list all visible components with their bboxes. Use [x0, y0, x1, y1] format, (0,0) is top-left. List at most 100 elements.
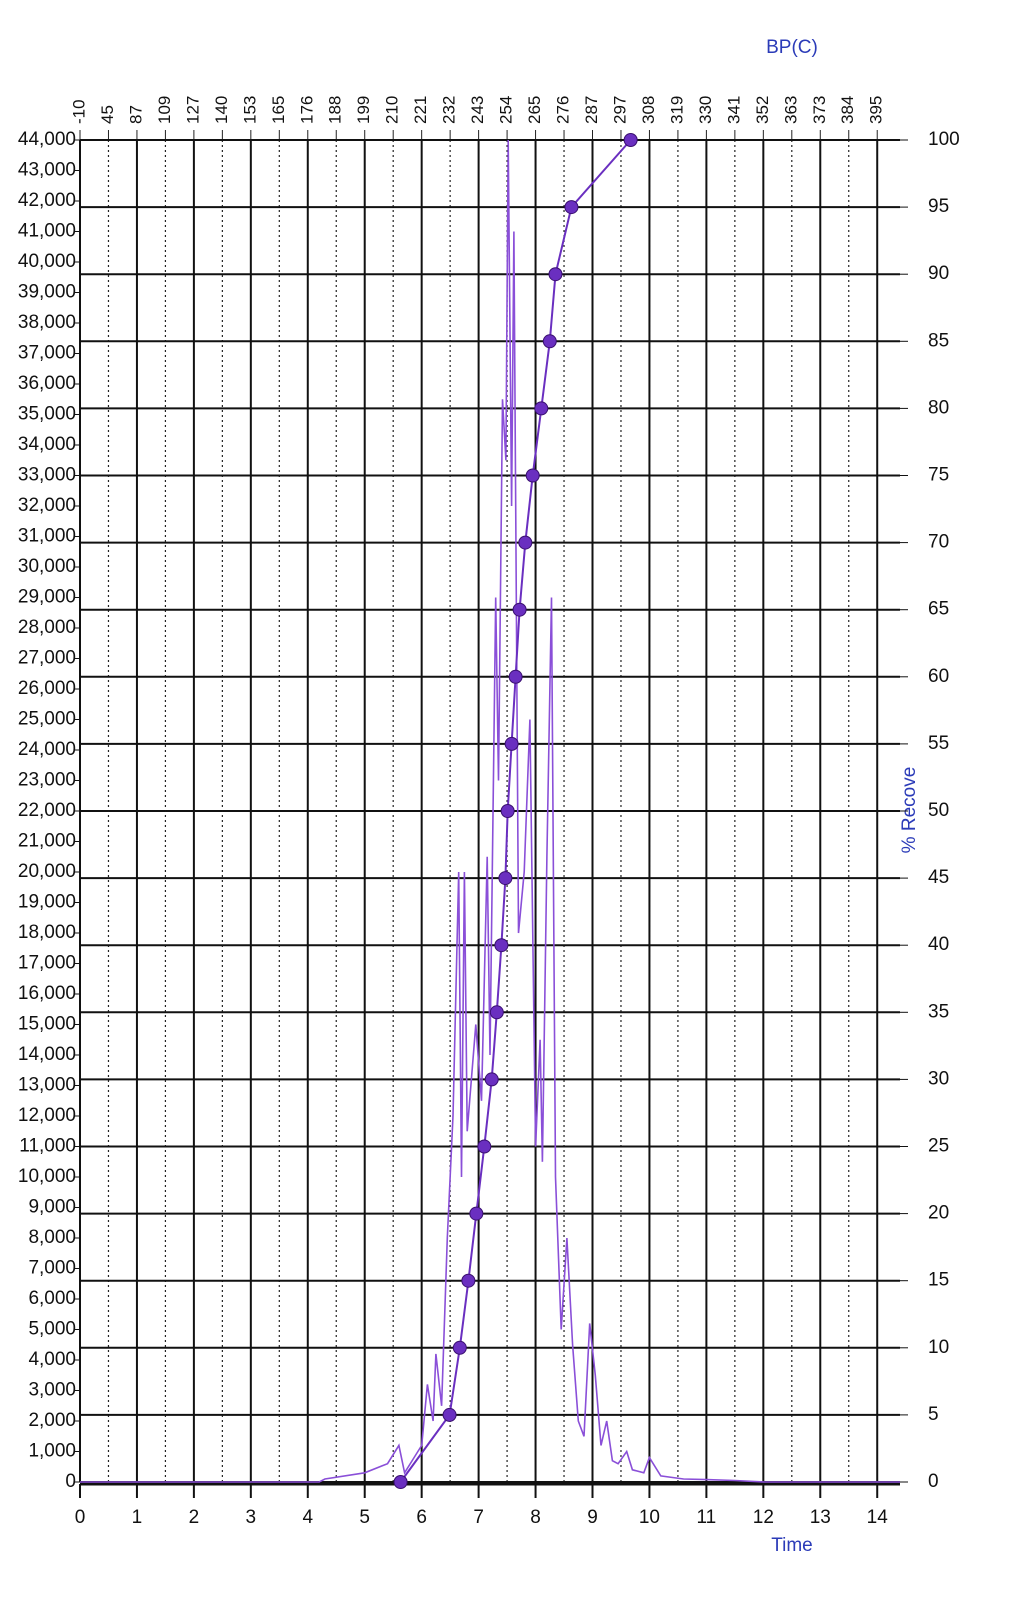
y-tick-label: 5,000 — [28, 1319, 76, 1340]
x2-tick-label: 87 — [126, 105, 145, 124]
y-tick-label: 21,000 — [18, 831, 76, 852]
x-axis-title: Time — [771, 1535, 813, 1556]
data-point — [452, 1340, 467, 1355]
data-point — [489, 1005, 504, 1020]
y-tick-label: 33,000 — [18, 465, 76, 486]
y-tick-label: 16,000 — [18, 983, 76, 1004]
y-tick-label: 43,000 — [18, 160, 76, 181]
x2-tick-label: 109 — [155, 96, 174, 124]
x2-tick-label: 188 — [326, 96, 345, 124]
y-tick-label: 6,000 — [28, 1288, 76, 1309]
y-tick-label: 36,000 — [18, 373, 76, 394]
y-tick-label: 20,000 — [18, 861, 76, 882]
x-tick-label: 2 — [189, 1507, 200, 1528]
y-tick-label: 18,000 — [18, 922, 76, 943]
data-line — [80, 139, 900, 1483]
y-tick-label: 11,000 — [19, 1136, 76, 1157]
x2-tick-label: 308 — [639, 96, 658, 124]
x-tick-label: 5 — [359, 1507, 370, 1528]
y2-tick-label: 15 — [928, 1270, 949, 1291]
x2-tick-label: 330 — [696, 96, 715, 124]
x2-tick-label: 352 — [753, 96, 772, 124]
data-point — [504, 736, 519, 751]
y2-tick-label: 85 — [928, 330, 949, 351]
y2-tick-label: 30 — [928, 1068, 949, 1089]
y-tick-label: 32,000 — [18, 495, 76, 516]
y2-tick-label: 10 — [928, 1337, 949, 1358]
y-tick-label: 22,000 — [18, 800, 76, 821]
y-tick-label: 40,000 — [18, 251, 76, 272]
data-point — [477, 1139, 492, 1154]
x2-tick-label: 232 — [440, 96, 459, 124]
x2-tick-label: 395 — [867, 96, 886, 124]
data-point — [393, 1475, 408, 1489]
data-point — [469, 1206, 484, 1221]
y2-tick-label: 45 — [928, 867, 949, 888]
x2-tick-label: 140 — [212, 96, 231, 124]
y2-tick-label: 50 — [928, 800, 949, 821]
data-point — [461, 1273, 476, 1288]
y2-tick-label: 20 — [928, 1203, 949, 1224]
x-tick-label: 13 — [810, 1507, 831, 1528]
y-tick-label: 8,000 — [28, 1227, 76, 1248]
y-tick-label: 3,000 — [28, 1380, 76, 1401]
x2-tick-label: 153 — [240, 96, 259, 124]
y2-tick-label: 80 — [928, 397, 949, 418]
x-tick-label: 12 — [753, 1507, 774, 1528]
x2-tick-label: 221 — [411, 96, 430, 124]
x2-tick-label: 127 — [183, 96, 202, 124]
y-tick-label: 1,000 — [28, 1441, 76, 1462]
y-tick-label: 7,000 — [28, 1258, 76, 1279]
x2-tick-label: 254 — [497, 96, 516, 124]
data-point — [442, 1407, 457, 1422]
y-tick-label: 17,000 — [18, 953, 76, 974]
x2-tick-label: 341 — [724, 96, 743, 124]
x2-tick-label: 276 — [554, 96, 573, 124]
x-tick-label: 8 — [530, 1507, 541, 1528]
y-tick-label: 2,000 — [28, 1410, 76, 1431]
x-tick-label: 14 — [867, 1507, 889, 1528]
y-tick-label: 4,000 — [28, 1349, 76, 1370]
x2-tick-label: 297 — [610, 96, 629, 124]
x2-axis-title: BP(C) — [766, 37, 818, 58]
x2-tick-label: 165 — [269, 96, 288, 124]
y-tick-label: 23,000 — [18, 770, 76, 791]
x2-tick-label: 363 — [781, 96, 800, 124]
x2-tick-label: 176 — [297, 96, 316, 124]
y-tick-label: 38,000 — [18, 312, 76, 333]
y2-tick-label: 0 — [928, 1471, 939, 1492]
x2-tick-label: 384 — [838, 96, 857, 124]
x2-tick-label: 287 — [582, 96, 601, 124]
y-tick-label: 29,000 — [18, 587, 76, 608]
y2-tick-label: 75 — [928, 465, 949, 486]
data-point — [623, 133, 638, 147]
data-point — [484, 1072, 499, 1087]
y-tick-label: 9,000 — [28, 1197, 76, 1218]
y-tick-label: 41,000 — [18, 221, 76, 242]
y-tick-label: 13,000 — [18, 1075, 76, 1096]
x2-tick-label: 45 — [98, 105, 117, 124]
y2-tick-label: 35 — [928, 1001, 949, 1022]
y2-axis-title: % Recove — [899, 767, 920, 854]
x-tick-label: 1 — [132, 1507, 143, 1528]
x-tick-label: 3 — [246, 1507, 257, 1528]
y2-tick-label: 95 — [928, 196, 949, 217]
x2-tick-label: 243 — [468, 96, 487, 124]
y-tick-label: 0 — [65, 1471, 76, 1492]
x-tick-label: 9 — [587, 1507, 598, 1528]
y-tick-label: 30,000 — [18, 556, 76, 577]
y-tick-label: 39,000 — [18, 282, 76, 303]
data-point — [508, 669, 523, 684]
y2-tick-label: 100 — [928, 129, 960, 150]
x2-tick-label: 210 — [383, 96, 402, 124]
x-tick-label: 7 — [473, 1507, 484, 1528]
y-tick-label: 14,000 — [18, 1044, 76, 1065]
data-point — [542, 334, 557, 349]
x-tick-label: 0 — [75, 1507, 86, 1528]
data-point — [518, 535, 533, 550]
data-point — [494, 938, 509, 953]
y-tick-label: 42,000 — [18, 190, 76, 211]
data-point — [534, 401, 549, 416]
data-point — [498, 871, 513, 886]
y-tick-label: 26,000 — [18, 678, 76, 699]
